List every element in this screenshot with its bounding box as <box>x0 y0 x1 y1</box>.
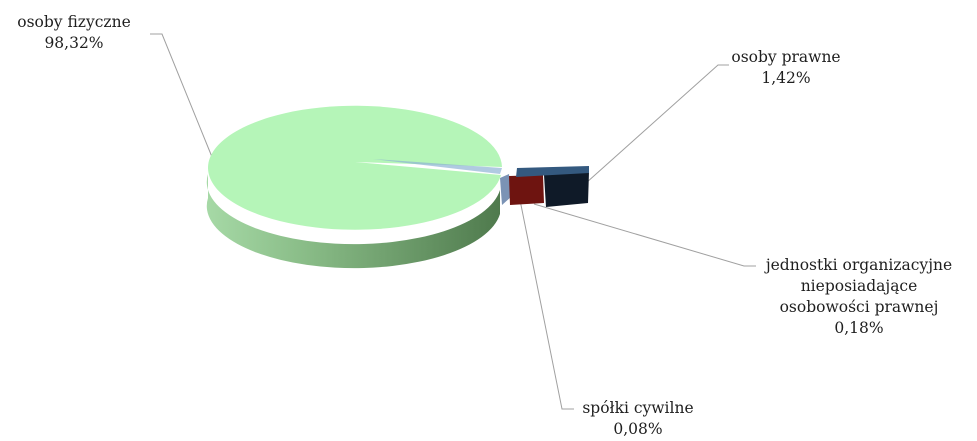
leader-line-spolki <box>517 189 574 410</box>
pie-slice-jednostki-organizacyjne <box>509 175 544 205</box>
label-osoby-fizyczne-name: osoby fizyczne <box>17 13 131 31</box>
label-jednostki-line-1: jednostki organizacyjne <box>765 256 953 274</box>
label-osoby-prawne-value: 1,42% <box>761 69 811 87</box>
pie-slice-highlight <box>373 159 502 174</box>
label-osoby-prawne: osoby prawne 1,42% <box>726 47 846 89</box>
leader-line-osoby-prawne <box>585 64 729 184</box>
label-jednostki-organizacyjne: jednostki organizacyjne nieposiadające o… <box>754 255 964 339</box>
label-osoby-prawne-name: osoby prawne <box>731 48 841 66</box>
pie-slice-osoby-fizyczne <box>208 105 502 230</box>
pie-slice-osoby-prawne <box>516 166 589 177</box>
label-jednostki-line-3: osobowości prawnej <box>779 298 939 316</box>
label-spolki-cywilne: spółki cywilne 0,08% <box>574 398 702 440</box>
label-spolki-cywilne-name: spółki cywilne <box>582 399 694 417</box>
label-spolki-cywilne-value: 0,08% <box>613 420 663 438</box>
leader-line-jednostki <box>533 203 756 267</box>
pie-slice-spolki-cywilne <box>500 174 511 205</box>
pie-slice-side-osoby-fizyczne <box>206 174 500 269</box>
label-osoby-fizyczne-value: 98,32% <box>44 34 104 52</box>
label-osoby-fizyczne: osoby fizyczne 98,32% <box>0 12 148 54</box>
label-jednostki-value: 0,18% <box>834 319 884 337</box>
leader-line-osoby-fizyczne <box>150 33 213 158</box>
pie-slice-osoby-prawne-side <box>544 172 589 207</box>
label-jednostki-line-2: nieposiadające <box>800 277 918 295</box>
